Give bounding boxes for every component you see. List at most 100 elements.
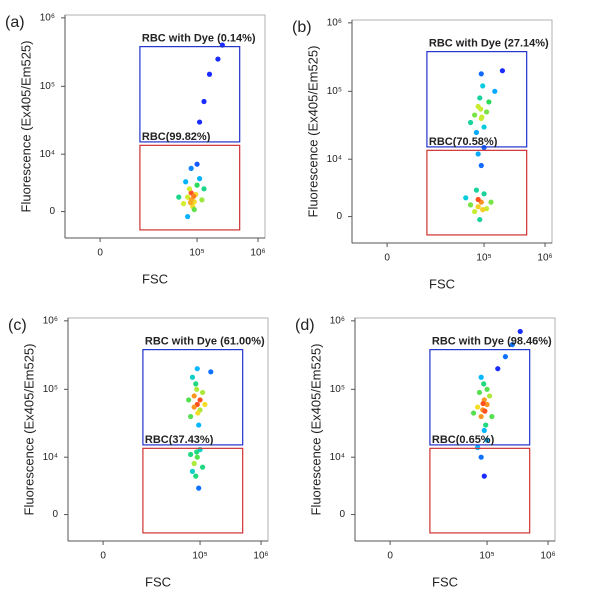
event-point <box>480 400 486 407</box>
y-tick-label: 0 <box>49 206 55 217</box>
x-axis-label: FSC <box>432 574 458 589</box>
gate <box>426 149 528 236</box>
gate-label: RBC(0.65%) <box>432 434 495 446</box>
event-point <box>187 200 194 206</box>
event-point <box>191 460 197 467</box>
event-point <box>197 397 203 403</box>
y-tick-label: 0 <box>339 509 345 520</box>
event-point <box>478 71 484 77</box>
event-point <box>478 106 484 112</box>
event-point <box>202 401 208 408</box>
event-point <box>477 95 483 101</box>
y-tick-label: 0 <box>52 509 58 520</box>
event-point <box>478 162 484 169</box>
event-point <box>191 404 197 410</box>
event-point <box>475 404 481 410</box>
gate-label: RBC(70.58%) <box>429 136 498 148</box>
y-tick-label: 10⁴ <box>43 452 58 463</box>
event-point <box>186 186 193 192</box>
event-point <box>481 124 487 130</box>
event-point <box>467 119 474 126</box>
event-point <box>196 485 202 491</box>
gate-label: RBC with Dye (98.46%) <box>432 336 552 348</box>
event-point <box>191 206 197 213</box>
event-point <box>484 386 490 392</box>
panel-label: (d) <box>295 317 315 334</box>
event-point <box>194 366 200 372</box>
plot-frame <box>351 19 553 244</box>
gate-label: RBC with Dye (61.00%) <box>145 336 265 348</box>
panel: 0 10⁵ 10⁶ 0 10⁴ 10⁵ 10⁶ FSC Fluorescence (Ex405/… <box>5 12 266 286</box>
y-axis-label: Fluorescence (Ex405/Em525) <box>21 344 36 516</box>
gate-label: RBC(99.82%) <box>142 131 211 143</box>
event-point <box>194 161 200 167</box>
event-point <box>489 413 495 420</box>
plot-frame <box>354 317 556 542</box>
y-axis-label: Fluorescence (Ex405/Em525) <box>305 46 320 218</box>
event-point <box>463 195 469 201</box>
event-point <box>475 204 481 210</box>
event-point <box>483 109 490 115</box>
event-point <box>195 410 201 416</box>
x-tick-label: 0 <box>384 253 390 264</box>
event-point <box>188 165 194 171</box>
event-point <box>492 88 498 94</box>
event-point <box>484 437 490 443</box>
event-point <box>185 194 191 200</box>
y-tick-label: 10⁴ <box>330 452 345 463</box>
event-point <box>472 112 478 118</box>
event-point <box>478 413 484 420</box>
event-point <box>484 401 490 408</box>
panel: 0 10⁵ 10⁶ 0 10⁴ 10⁵ 10⁶ FSC Fluorescence (Ex405/… <box>295 315 556 589</box>
event-point <box>486 393 493 399</box>
event-point <box>199 464 206 470</box>
event-point <box>194 182 200 188</box>
event-point <box>191 393 197 399</box>
event-point <box>193 381 199 387</box>
event-point <box>473 187 480 193</box>
x-tick-label: 10⁶ <box>537 253 552 264</box>
x-tick-label: 0 <box>387 551 393 562</box>
event-point <box>199 197 205 203</box>
event-point <box>215 56 221 62</box>
gate <box>139 144 241 231</box>
x-tick-label: 0 <box>97 248 103 259</box>
x-axis-label: FSC <box>142 271 168 286</box>
y-tick-label: 10⁵ <box>327 86 342 97</box>
x-tick-label: 0 <box>100 551 106 562</box>
event-point <box>193 473 199 479</box>
panel-label: (c) <box>8 317 27 334</box>
event-point <box>194 386 200 392</box>
event-point <box>189 468 196 474</box>
event-point <box>188 451 194 458</box>
event-point <box>481 191 487 197</box>
x-tick-label: 10⁶ <box>253 551 268 562</box>
gate <box>142 349 244 446</box>
event-point <box>199 389 206 396</box>
event-point <box>475 196 481 203</box>
event-point <box>196 422 202 428</box>
event-point <box>185 213 191 220</box>
event-point <box>183 179 189 185</box>
event-point <box>186 397 192 403</box>
x-tick-label: 10⁵ <box>476 253 491 264</box>
gate <box>429 447 531 534</box>
y-tick-label: 10⁵ <box>43 384 58 395</box>
event-point <box>176 194 182 200</box>
y-tick-label: 10⁴ <box>40 149 55 160</box>
gate-label: RBC(37.43%) <box>145 434 214 446</box>
event-point <box>517 328 523 335</box>
event-point <box>480 207 486 213</box>
panel: 0 10⁵ 10⁶ 0 10⁴ 10⁵ 10⁶ FSC Fluorescence (Ex405/… <box>8 315 269 589</box>
x-tick-label: 10⁶ <box>540 551 555 562</box>
panel-label: (b) <box>292 19 312 36</box>
event-point <box>189 374 196 380</box>
event-point <box>502 354 509 360</box>
y-axis-label: Fluorescence (Ex405/Em525) <box>18 41 33 213</box>
event-point <box>477 216 483 223</box>
panel: 0 10⁵ 10⁶ 0 10⁴ 10⁵ 10⁶ FSC Fluorescence (Ex405/… <box>292 17 553 291</box>
event-point <box>472 208 478 215</box>
gate <box>142 447 244 534</box>
